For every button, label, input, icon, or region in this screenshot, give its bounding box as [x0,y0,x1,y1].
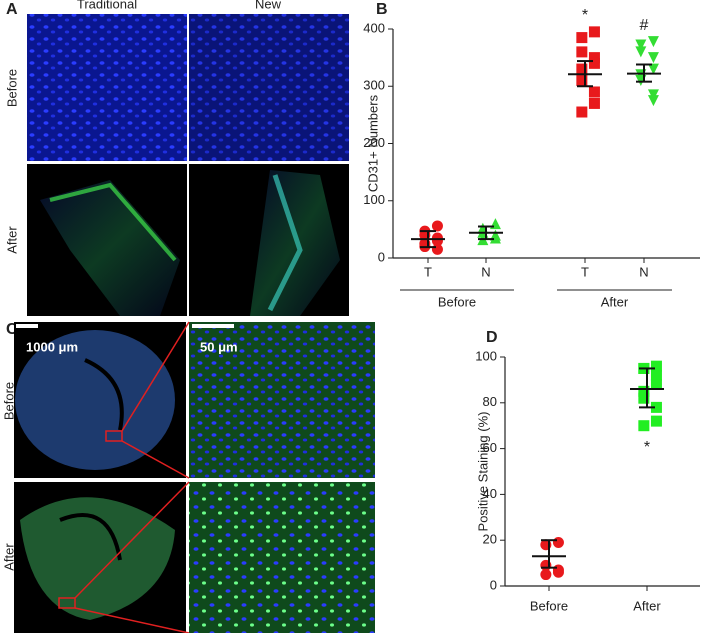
y-tick-label: 200 [363,135,385,150]
data-point [576,46,588,58]
data-point [588,97,600,109]
column-header: Traditional [77,0,137,11]
data-point [650,378,662,390]
scale-bar-label: 50 μm [200,339,238,354]
data-point [588,26,600,38]
y-tick-label: 80 [483,394,497,409]
group-label: After [601,294,629,309]
x-tick-label: N [481,264,490,279]
y-tick-label: 40 [483,486,497,501]
x-tick-label: T [581,264,589,279]
data-point [650,401,662,413]
data-point [650,369,662,381]
y-tick-label: 300 [363,78,385,93]
data-point [431,220,443,232]
y-tick-label: 0 [490,577,497,592]
y-tick-label: 100 [363,192,385,207]
row-label: Before [4,69,19,107]
micrograph-c [14,321,375,633]
data-point [431,243,443,255]
data-point [576,32,588,44]
x-tick-label: Before [530,598,568,613]
column-header: New [255,0,282,11]
row-label: After [1,543,16,571]
y-tick-label: 100 [475,348,497,363]
data-point [638,420,650,432]
panel-label: D [486,329,498,346]
scale-bar-label: 1000 μm [26,339,78,354]
y-axis-label: Positive Staining (%) [475,412,490,532]
data-point [647,52,659,64]
x-tick-label: After [633,598,661,613]
data-point [552,536,564,548]
row-label: After [4,226,19,254]
panel-label: A [6,1,18,18]
annotation: # [640,17,649,34]
data-point [576,75,588,87]
data-point [650,360,662,372]
data-point [588,52,600,64]
data-point [489,232,501,244]
data-point [552,566,564,578]
micrograph-a [27,14,349,316]
x-tick-label: N [639,264,648,279]
data-point [650,415,662,427]
y-tick-label: 0 [378,249,385,264]
data-point [576,106,588,118]
data-point [635,39,647,51]
data-point [588,86,600,98]
data-point [647,36,659,48]
annotation: * [644,439,650,456]
data-point [540,569,552,581]
group-label: Before [438,294,476,309]
data-point [647,89,659,101]
y-tick-label: 60 [483,440,497,455]
y-tick-label: 20 [483,532,497,547]
panel-label: B [376,1,388,18]
data-point [647,95,659,107]
y-axis-label: CD31+ Numbers [365,94,380,192]
data-point [638,392,650,404]
data-point [431,235,443,247]
x-tick-label: T [424,264,432,279]
data-point [576,63,588,75]
y-tick-label: 400 [363,20,385,35]
annotation: * [582,7,588,24]
data-point [647,63,659,75]
data-point [588,57,600,69]
data-point [635,46,647,58]
row-label: Before [1,382,16,420]
data-point [638,385,650,397]
